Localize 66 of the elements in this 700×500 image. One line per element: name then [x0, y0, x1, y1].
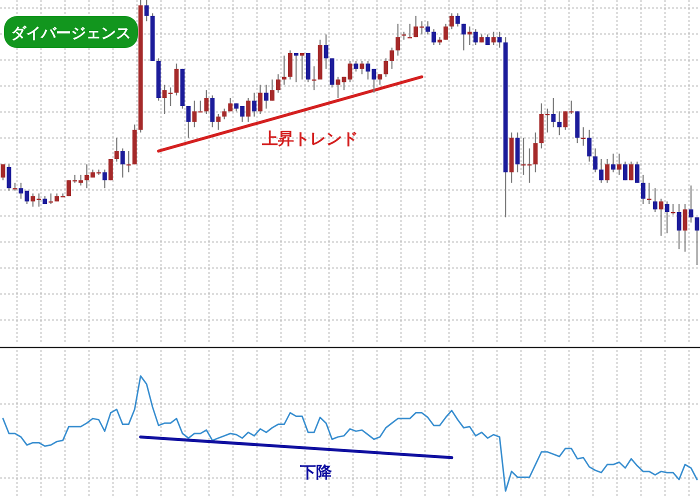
candlestick — [252, 92, 256, 118]
candlestick — [222, 108, 227, 120]
candlestick — [348, 60, 352, 83]
candlestick — [623, 161, 628, 181]
candlestick — [605, 158, 610, 184]
candlestick — [354, 60, 358, 72]
candlestick — [533, 132, 538, 173]
candlestick — [652, 188, 658, 213]
candlestick — [378, 74, 382, 86]
candlestick — [634, 161, 640, 184]
candlestick — [408, 23, 412, 38]
candlestick — [658, 198, 664, 236]
annotation: 上昇トレンド — [261, 130, 358, 148]
candlestick — [551, 97, 556, 128]
candlestick — [611, 153, 616, 173]
candlestick — [426, 20, 430, 36]
candlestick — [384, 58, 388, 78]
candlestick — [491, 31, 496, 46]
candlestick — [557, 110, 562, 136]
candlestick — [102, 169, 107, 189]
candlestick — [216, 113, 221, 130]
text: ダイバージェンス — [11, 25, 131, 42]
candlestick — [336, 76, 340, 99]
candlestick — [593, 148, 598, 173]
candlestick — [396, 23, 400, 56]
candlestick — [688, 184, 694, 224]
candlestick — [444, 23, 448, 40]
candlestick — [599, 158, 604, 184]
candlestick — [664, 200, 670, 234]
candlestick — [497, 31, 502, 48]
candlestick — [455, 12, 460, 28]
candlestick — [300, 52, 304, 80]
candlestick — [324, 34, 328, 70]
candlestick — [228, 97, 233, 112]
candlestick — [114, 137, 119, 162]
candlestick — [108, 158, 113, 181]
candlestick — [617, 153, 622, 176]
candlestick — [210, 94, 215, 128]
candlestick — [174, 63, 179, 96]
candlestick — [282, 55, 286, 86]
candlestick — [682, 203, 688, 252]
candlestick — [276, 74, 280, 94]
candlestick — [587, 129, 592, 162]
candlestick — [640, 174, 646, 205]
candlestick — [467, 26, 472, 46]
candlestick — [258, 84, 262, 115]
candlestick — [144, 0, 149, 22]
candlestick — [270, 78, 274, 102]
candlestick — [473, 28, 478, 46]
annotation: 下降 — [299, 463, 334, 482]
candlestick — [294, 52, 298, 83]
candlestick — [288, 50, 292, 80]
candlestick — [264, 84, 268, 110]
candlestick — [450, 12, 454, 30]
candlestick — [390, 47, 394, 70]
candlestick — [246, 97, 250, 122]
candlestick — [676, 203, 682, 250]
candlestick — [360, 60, 364, 75]
candlestick — [432, 28, 436, 46]
candlestick — [204, 90, 209, 115]
candlestick — [162, 84, 167, 115]
candlestick — [628, 161, 634, 181]
candlestick — [6, 164, 12, 192]
candlestick — [461, 23, 466, 51]
candlestick — [120, 148, 125, 178]
candlestick — [186, 105, 191, 138]
